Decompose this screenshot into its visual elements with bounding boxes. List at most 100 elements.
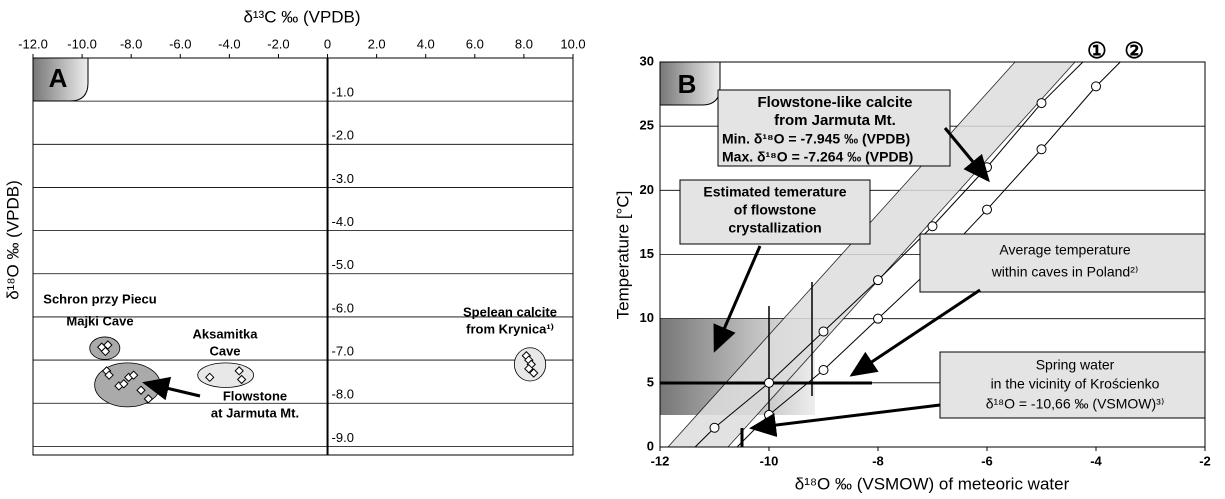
data-point bbox=[104, 370, 114, 380]
x-tick-label: -8 bbox=[872, 453, 884, 468]
data-point bbox=[982, 162, 992, 173]
x-tick-label: -12 bbox=[651, 453, 670, 468]
line-extension bbox=[1041, 61, 1084, 104]
data-point bbox=[236, 374, 247, 385]
annotation: Majki Cave bbox=[66, 313, 133, 328]
x-tick-label: -2.0 bbox=[267, 36, 289, 51]
panel-letter: B bbox=[678, 69, 697, 99]
y-tick-label: 25 bbox=[640, 118, 654, 133]
data-point bbox=[982, 204, 992, 215]
annotation: Aksamitka bbox=[192, 326, 258, 341]
x-axis-title: δ¹⁸O ‰ (VSMOW) of meteoric water bbox=[795, 474, 1070, 493]
x-tick-label: 6.0 bbox=[466, 36, 484, 51]
y-tick-label: -7.0 bbox=[332, 344, 354, 359]
annotation: Spring water bbox=[1036, 357, 1115, 373]
data-point bbox=[1091, 81, 1101, 92]
x-tick-label: -10 bbox=[760, 453, 779, 468]
data-point bbox=[1036, 98, 1047, 109]
x-tick-label: -10.0 bbox=[67, 36, 97, 51]
data-point bbox=[529, 368, 539, 378]
data-point bbox=[234, 366, 244, 376]
y-tick-label: 20 bbox=[640, 182, 654, 197]
series-label: ② bbox=[1124, 38, 1144, 63]
data-point bbox=[927, 221, 938, 232]
x-tick-label: -2 bbox=[1199, 453, 1211, 468]
arrow bbox=[849, 288, 981, 377]
data-point bbox=[1036, 144, 1047, 155]
cluster-outline bbox=[197, 362, 255, 388]
y-tick-label: -9.0 bbox=[332, 430, 354, 445]
y-tick-label: -5.0 bbox=[332, 257, 354, 272]
data-point bbox=[205, 372, 215, 383]
annotation: Flowstone bbox=[223, 388, 287, 403]
arrow bbox=[749, 403, 941, 437]
arrow bbox=[943, 127, 990, 183]
annotation: Flowstone-like calcite bbox=[757, 94, 912, 111]
data-point bbox=[128, 370, 139, 380]
y-tick-label: -3.0 bbox=[332, 171, 354, 186]
x-tick-label: -6.0 bbox=[169, 36, 191, 51]
data-point bbox=[709, 422, 720, 433]
annotation: at Jarmuta Mt. bbox=[211, 405, 299, 420]
annotation: from Jarmuta Mt. bbox=[774, 112, 896, 129]
data-point bbox=[873, 313, 883, 324]
annotation-box bbox=[717, 89, 951, 167]
data-point bbox=[764, 409, 774, 420]
x-tick-label: -12.0 bbox=[18, 36, 48, 51]
data-point bbox=[873, 275, 883, 286]
y-axis-title: δ¹⁸O ‰ (VPDB) bbox=[3, 180, 22, 300]
annotation: in the vicinity of Krościenko bbox=[991, 376, 1160, 392]
annotation: within caves in Poland²⁾ bbox=[991, 264, 1139, 280]
x-tick-label: 4.0 bbox=[417, 36, 435, 51]
plot-frame bbox=[32, 57, 574, 456]
arrow bbox=[713, 245, 762, 353]
x-tick-label: 2.0 bbox=[368, 36, 386, 51]
line-extension bbox=[1095, 61, 1121, 87]
x-tick-label: -8.0 bbox=[120, 36, 142, 51]
annotation: Cave bbox=[209, 343, 240, 358]
y-tick-label: 5 bbox=[647, 374, 654, 389]
annotation: crystallization bbox=[728, 220, 821, 236]
x-tick-label: 10.0 bbox=[560, 36, 585, 51]
panel-tab bbox=[659, 61, 721, 106]
annotation-box bbox=[919, 233, 1206, 293]
annotation-box bbox=[939, 351, 1206, 419]
data-point bbox=[103, 340, 113, 350]
series-label: ① bbox=[1087, 38, 1107, 63]
data-point bbox=[818, 326, 829, 337]
data-point bbox=[764, 377, 774, 388]
y-tick-label: -6.0 bbox=[332, 300, 354, 315]
annotation: Average temperature bbox=[999, 242, 1130, 258]
y-tick-label: -2.0 bbox=[332, 128, 354, 143]
annotation-box bbox=[679, 179, 871, 245]
panel-letter: A bbox=[49, 63, 68, 93]
y-tick-label: -1.0 bbox=[332, 85, 354, 100]
y-tick-label: 10 bbox=[640, 310, 654, 325]
annotation: Min. δ¹⁸O = -7.945 ‰ (VPDB) bbox=[722, 131, 910, 147]
x-axis-title: δ¹³C ‰ (VPDB) bbox=[243, 7, 360, 26]
annotation: δ¹⁸O = -10,66 ‰ (VSMOW)³⁾ bbox=[986, 396, 1165, 412]
x-tick-label: -4 bbox=[1090, 453, 1102, 468]
panel-tab bbox=[32, 57, 89, 102]
arrow bbox=[142, 376, 201, 401]
data-point bbox=[100, 346, 111, 357]
annotation: Schron przy Piecu bbox=[43, 291, 156, 306]
data-point bbox=[524, 363, 534, 374]
y-tick-label: 0 bbox=[647, 438, 654, 453]
y-tick-label: -4.0 bbox=[332, 214, 354, 229]
x-tick-label: 8.0 bbox=[515, 36, 533, 51]
annotation: of flowstone bbox=[734, 202, 817, 218]
y-axis-title: Temperature [°C] bbox=[613, 191, 632, 320]
y-tick-label: 30 bbox=[640, 53, 654, 68]
data-point bbox=[119, 379, 129, 389]
annotation: Max. δ¹⁸O = -7.264 ‰ (VPDB) bbox=[722, 149, 913, 165]
x-tick-label: 0 bbox=[324, 36, 331, 51]
x-tick-label: -6 bbox=[981, 453, 993, 468]
annotation: Estimated temerature bbox=[703, 184, 846, 200]
y-tick-label: -8.0 bbox=[332, 387, 354, 402]
annotation: Spelean calcite bbox=[463, 304, 557, 319]
x-tick-label: -4.0 bbox=[218, 36, 240, 51]
annotation: from Krynica¹⁾ bbox=[466, 321, 554, 336]
data-point bbox=[818, 365, 829, 375]
